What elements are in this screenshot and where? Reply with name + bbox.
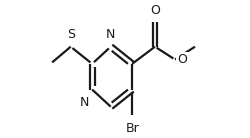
Text: O: O <box>178 53 188 66</box>
Text: O: O <box>150 4 160 17</box>
Text: N: N <box>106 28 116 41</box>
Text: S: S <box>67 28 75 41</box>
Text: Br: Br <box>125 122 139 135</box>
Text: N: N <box>80 95 89 109</box>
